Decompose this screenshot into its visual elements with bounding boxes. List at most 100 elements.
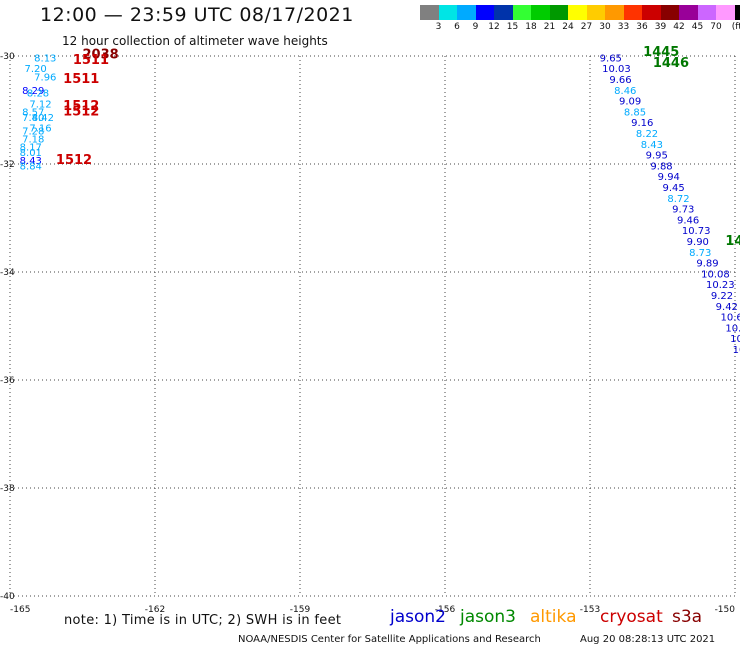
map-axis-labels: -165 -162 -159 -156 -153 -150 -30 -32 -34 -36 -38 -… — [0, 52, 735, 615]
lat-tick-label: -32 — [0, 160, 15, 170]
wave-height-label: 8.42 — [32, 113, 54, 124]
colorbar-tick-label: 45 — [691, 22, 704, 32]
colorbar-tick-label: 33 — [617, 22, 630, 32]
wave-height-label: 10.08 — [701, 269, 730, 280]
colorbar-tick-label: (ft) — [731, 22, 740, 32]
wave-height-label: 9.66 — [609, 75, 631, 86]
colorbar-tick-label: 24 — [562, 22, 574, 32]
colorbar-swatch — [568, 5, 587, 20]
wave-height-label: 8.17 — [20, 143, 42, 154]
lon-tick-label: -156 — [435, 605, 456, 615]
colorbar-swatch — [512, 5, 531, 20]
wave-height-label: 10 — [733, 345, 740, 356]
colorbar-swatch — [531, 5, 550, 20]
colorbar-swatch — [734, 5, 740, 20]
legend-item-s3a: s3a — [672, 607, 703, 627]
wave-height-label: 7.20 — [25, 64, 47, 75]
pass-time-label: 1512 — [63, 99, 99, 114]
wave-height-label: 10.03 — [602, 64, 631, 75]
colorbar-swatch — [623, 5, 642, 20]
wave-height-label: 10.73 — [682, 226, 711, 237]
lon-tick-label: -162 — [145, 605, 165, 615]
colorbar-tick-label: 15 — [506, 22, 519, 32]
wave-height-label: 7.12 — [29, 99, 51, 110]
colorbar-tick-label: 39 — [654, 22, 667, 32]
legend-item-jason2: jason2 — [390, 607, 446, 627]
colorbar-tick-label: 42 — [673, 22, 685, 32]
wave-height-label: 9.89 — [696, 259, 718, 270]
wave-height-label: 9.45 — [663, 183, 685, 194]
wave-height-label: 9.95 — [646, 151, 668, 162]
map-title: 12:00 — 23:59 UTC 08/17/2021 — [40, 4, 354, 26]
map-data-labels: 8.137.207.96 8.298.287.128.577.408.427.16… — [20, 45, 740, 356]
pass-time-label: 1512 — [56, 153, 92, 168]
wave-height-label: 8.01 — [20, 148, 42, 159]
colorbar-swatch — [642, 5, 661, 20]
colorbar-swatch — [420, 5, 439, 20]
colorbar-tick-label: 3 — [435, 22, 442, 32]
colorbar-swatch — [494, 5, 513, 20]
colorbar-tick-label: 30 — [599, 22, 611, 32]
wave-height-label: 8.46 — [614, 86, 636, 97]
wave-height-label: 8.29 — [22, 86, 44, 97]
wave-height-label: 8.85 — [624, 107, 646, 118]
wave-height-label: 9.22 — [711, 291, 733, 302]
lat-tick-label: -34 — [0, 268, 15, 278]
wave-height-label: 10 — [730, 334, 740, 345]
footer-timestamp: Aug 20 08:28:13 UTC 2021 — [580, 634, 716, 645]
colorbar-swatch — [586, 5, 605, 20]
map-grid — [9, 55, 736, 597]
legend-item-cryosat: cryosat — [600, 607, 663, 627]
colorbar-tick-label: 36 — [636, 22, 648, 32]
colorbar-tick-label: 9 — [472, 22, 479, 32]
wave-height-label: 10.1 — [725, 323, 740, 334]
pass-time-label: 1445 — [643, 45, 679, 60]
colorbar-tick-label: 21 — [543, 22, 556, 32]
wave-height-label: 8.72 — [667, 194, 689, 205]
colorbar-tick-label: 6 — [454, 22, 460, 32]
wave-height-label: 8.13 — [34, 53, 56, 64]
wave-height-label: 7.40 — [22, 113, 44, 124]
footer-note: note: 1) Time is in UTC; 2) SWH is in fe… — [64, 613, 342, 628]
lat-tick-label: -30 — [0, 52, 15, 62]
pass-time-label: 1511 — [73, 53, 109, 68]
wave-height-label: 9.46 — [677, 215, 699, 226]
wave-height-label: 9.16 — [631, 118, 653, 129]
legend-item-jason3: jason3 — [460, 607, 516, 627]
wave-height-label: 9.94 — [658, 172, 680, 183]
wave-height-label: 9.73 — [672, 205, 694, 216]
wave-height-colorbar — [420, 5, 740, 20]
colorbar-swatch — [679, 5, 698, 20]
wave-height-label: 10.64 — [721, 313, 740, 324]
wave-height-label: 9.09 — [619, 97, 641, 108]
wave-height-label: 8.57 — [22, 107, 44, 118]
wave-height-label: 9.90 — [687, 237, 709, 248]
colorbar-swatch — [697, 5, 716, 20]
wave-height-label: 7.18 — [22, 134, 44, 145]
lon-tick-label: -159 — [290, 605, 311, 615]
wave-height-label: 8.28 — [27, 89, 49, 100]
wave-height-label: 8.22 — [636, 129, 658, 140]
wave-height-label: 8.43 — [641, 140, 663, 151]
lon-tick-label: -153 — [580, 605, 600, 615]
colorbar-swatch — [457, 5, 476, 20]
wave-height-label: 10.23 — [706, 280, 735, 291]
wave-height-label: 7.28 — [22, 126, 44, 137]
pass-time-label: 1511 — [63, 72, 99, 87]
pass-time-label: 1512 — [63, 104, 99, 119]
legend-item-altika: altika — [530, 607, 577, 627]
footer-credit: NOAA/NESDIS Center for Satellite Applica… — [238, 634, 541, 645]
pass-time-label: 1447 — [725, 234, 740, 249]
lon-tick-label: -150 — [715, 605, 736, 615]
wave-height-label: 9.65 — [600, 53, 622, 64]
colorbar-swatch — [660, 5, 679, 20]
colorbar-swatch — [549, 5, 568, 20]
wave-height-label: 8.43 — [20, 156, 42, 167]
wave-height-label: 9.88 — [650, 161, 672, 172]
wave-height-label: 8.73 — [689, 248, 711, 259]
pass-time-label: 1446 — [653, 56, 689, 71]
wave-height-label: 7.96 — [34, 72, 56, 83]
